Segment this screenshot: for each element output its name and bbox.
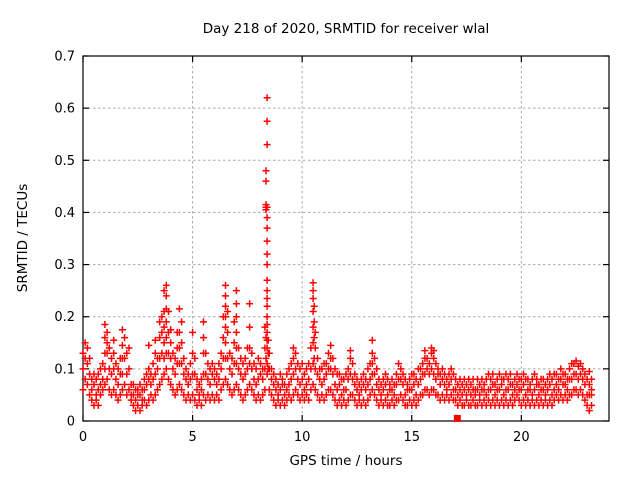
y-tick-label: 0.7 [54,50,75,65]
x-axis-label: GPS time / hours [289,453,402,469]
chart-title: Day 218 of 2020, SRMTID for receiver wla… [203,21,490,37]
tick-label-layer: 0 5 10 15 20 0 0.1 0.2 0.3 0.4 0.5 0.6 0.7 [54,50,529,446]
x-tick-label: 5 [188,430,196,445]
x-tick-label: 20 [513,430,530,445]
x-tick-label: 15 [403,430,420,445]
plot-border [82,55,610,422]
y-tick-label: 0.6 [54,102,75,117]
y-tick-label: 0.5 [54,154,75,169]
x-tick-label: 10 [294,430,311,445]
y-tick-label: 0.1 [54,362,75,377]
y-tick-label: 0 [67,415,75,430]
y-tick-label: 0.4 [54,206,75,221]
data-points-layer [79,94,595,422]
y-tick-label: 0.3 [54,258,75,273]
grid-layer [83,56,609,421]
x-tick-label: 0 [79,430,87,445]
tick-layer [82,55,609,422]
scatter-points [79,94,595,415]
y-tick-label: 0.2 [54,310,75,325]
y-axis-label: SRMTID / TECUs [15,184,31,292]
outlier-square-marker [453,414,461,422]
